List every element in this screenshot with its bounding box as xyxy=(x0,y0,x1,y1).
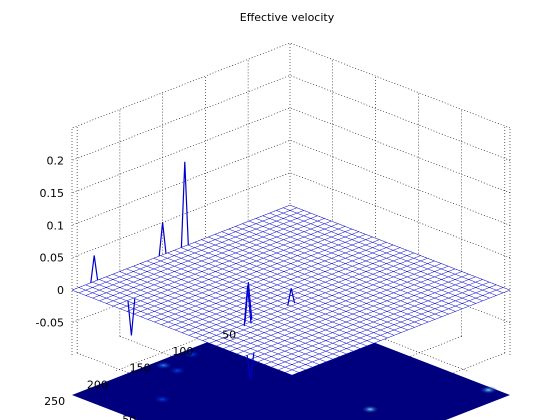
surface-spike xyxy=(180,161,189,248)
mesh-line-y xyxy=(221,231,442,317)
floor-hotspot xyxy=(168,366,187,375)
mesh-line-y xyxy=(276,210,497,296)
mesh-line-y xyxy=(242,223,463,309)
mesh-line-y xyxy=(269,212,490,299)
z-tick-label: -0.05 xyxy=(36,317,64,330)
floor-hotspot xyxy=(479,386,498,394)
mesh-line-y xyxy=(201,239,422,325)
floor-hotspot xyxy=(154,361,173,370)
y-tick-label: 100 xyxy=(172,345,193,358)
mesh-line-y xyxy=(92,281,313,368)
mesh-line-y xyxy=(160,255,381,341)
mesh-line-y xyxy=(71,289,293,376)
mesh-line-y xyxy=(112,273,333,360)
floor-hotspot xyxy=(153,395,172,404)
grid-line-z xyxy=(71,172,511,258)
floor-hotspot xyxy=(182,350,201,359)
surface-spike xyxy=(246,352,255,380)
z-tick-label: 0.1 xyxy=(47,219,65,232)
surface-spike xyxy=(243,285,252,327)
mesh-line-y xyxy=(167,252,388,339)
surface-spikes xyxy=(90,161,296,380)
mesh-line-y xyxy=(235,226,456,312)
grid-line-z xyxy=(71,139,511,226)
chart-title: Effective velocity xyxy=(240,11,335,24)
mesh-line-y xyxy=(228,228,449,315)
grid-line-z xyxy=(71,107,511,194)
mesh-line-y xyxy=(126,268,347,355)
z-tick-label: 0.2 xyxy=(47,154,65,167)
y-tick-label: 50 xyxy=(222,328,236,341)
mesh-line-y xyxy=(187,244,408,331)
mesh-line-y xyxy=(78,287,299,373)
y-tick-label: 200 xyxy=(87,378,108,391)
mesh-line-y xyxy=(283,207,504,294)
surface-spike xyxy=(287,288,296,306)
tick-labels: -0.0500.050.10.150.250100150200250501001… xyxy=(36,154,237,420)
mesh-line-y xyxy=(85,284,306,371)
grid-line-z xyxy=(71,42,511,129)
mesh-line-y xyxy=(214,234,436,320)
mesh-line-y xyxy=(146,260,368,347)
x-tick-label: 50 xyxy=(122,413,136,420)
mesh-line-y xyxy=(255,218,477,304)
mesh-line-y xyxy=(174,250,395,336)
mesh-line-y xyxy=(133,266,354,352)
mesh-line-y xyxy=(105,276,327,363)
mesh-line-y xyxy=(289,204,511,291)
z-tick-label: 0 xyxy=(57,284,64,297)
z-tick-label: 0.05 xyxy=(40,252,65,265)
mesh-line-y xyxy=(119,271,340,357)
floor-hotspot xyxy=(361,405,380,414)
mesh-line-y xyxy=(194,242,415,328)
grid-line-z xyxy=(71,75,511,161)
mesh-line-y xyxy=(99,279,320,365)
y-tick-label: 150 xyxy=(130,362,151,375)
surface-spike xyxy=(127,298,136,336)
surface-spike xyxy=(90,255,99,283)
z-tick-label: 0.15 xyxy=(40,187,65,200)
mesh-line-y xyxy=(249,220,470,307)
y-tick-label: 250 xyxy=(44,395,65,408)
mesh-line-y xyxy=(262,215,483,302)
mesh-line-y xyxy=(208,236,429,323)
surface-spike xyxy=(158,222,167,257)
mesh-line-y xyxy=(153,258,374,344)
